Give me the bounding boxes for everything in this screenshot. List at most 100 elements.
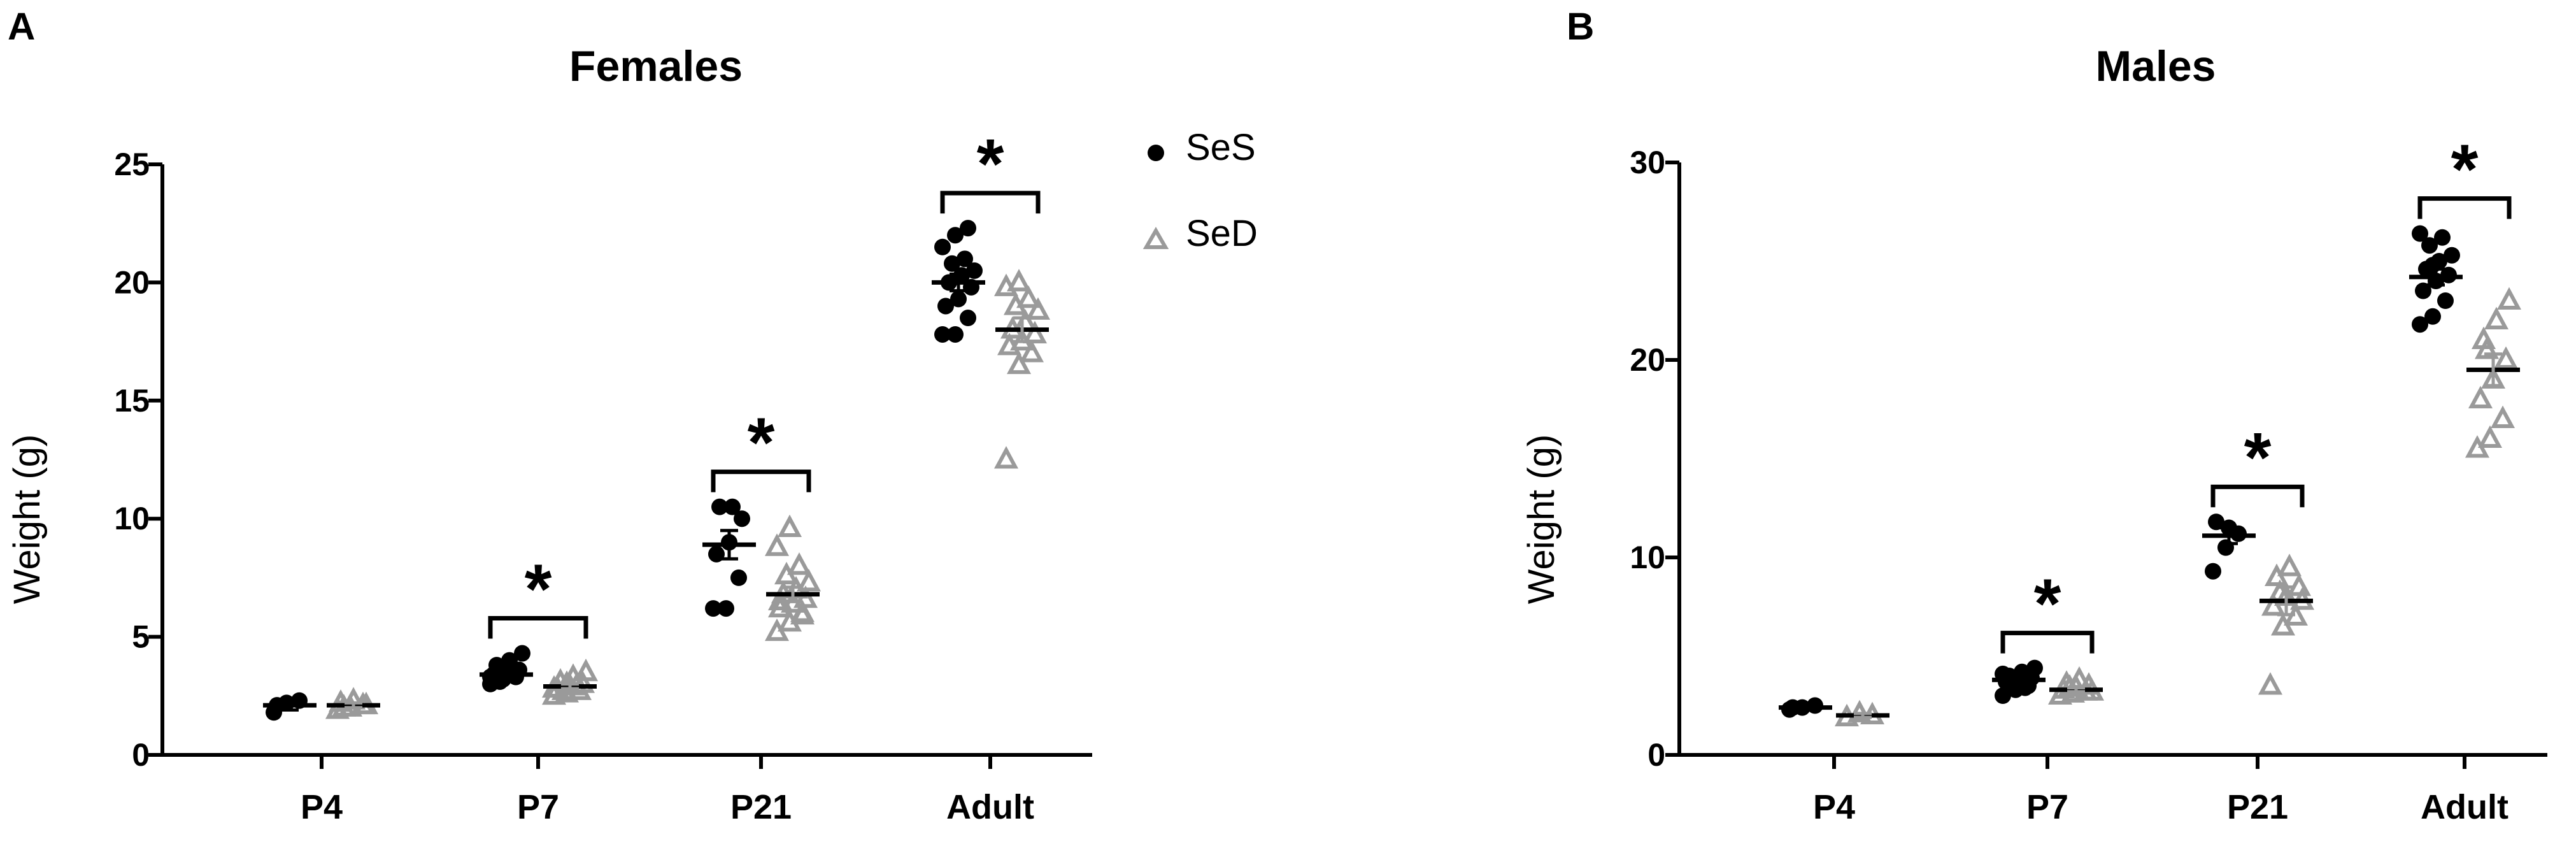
data-point-sed (790, 599, 815, 622)
data-point-sed (1025, 297, 1051, 320)
data-point-ses (957, 250, 973, 268)
data-point-ses (730, 569, 747, 586)
significance-star: * (525, 550, 552, 629)
data-point-ses (2424, 257, 2441, 274)
data-point-ses (482, 668, 499, 685)
data-point-sed (993, 446, 1019, 469)
y-tick-label: 5 (132, 619, 150, 655)
significance-bracket (711, 470, 811, 492)
significance-star: * (748, 404, 775, 482)
data-point-sed (2493, 346, 2519, 369)
data-point-ses (2205, 563, 2221, 580)
panel-b-y-axis-label: Weight (g) (1521, 434, 1562, 604)
panel-b-plot-area: 0 10 20 30 P4 P7 P21 Adult * * * (1630, 131, 2547, 826)
data-point-ses (2421, 237, 2438, 254)
data-point-sed (2474, 336, 2500, 359)
data-point-sed (2484, 306, 2509, 329)
panel-b-title: Males (2096, 42, 2216, 90)
data-point-ses (950, 290, 967, 308)
significance-star: * (2451, 131, 2479, 209)
significance-bracket (2000, 631, 2095, 654)
y-tick-label: 0 (132, 737, 150, 773)
data-point-sed (1019, 340, 1044, 362)
data-point-sed (1022, 320, 1048, 343)
data-point-sed (796, 568, 822, 592)
data-point-ses (1995, 687, 2011, 704)
data-point-ses (937, 298, 954, 315)
y-tick-label: 10 (1630, 540, 1665, 575)
data-point-ses (2412, 316, 2428, 333)
data-point-sed (1006, 269, 1032, 292)
panel-label-b: B (1567, 5, 1594, 48)
data-point-sed (2468, 385, 2493, 408)
legend-label-ses: SeS (1186, 127, 1256, 168)
data-point-sed (2496, 287, 2522, 310)
panel-b: B Males Weight (g) 0 10 20 30 P4 P7 P21 Adult * *… (1521, 5, 2547, 826)
panel-a: A Females Weight (g) 0 5 10 15 20 25 P4 P7 P21 Ad… (6, 5, 1092, 826)
data-point-sed (2258, 672, 2283, 695)
data-point-sed (2277, 554, 2302, 577)
significance-star: * (2034, 565, 2061, 643)
data-point-ses (724, 498, 741, 515)
data-point-sed (777, 514, 802, 538)
y-tick-label: 20 (1630, 342, 1665, 378)
data-point-ses (960, 220, 976, 237)
data-point-ses (960, 310, 976, 327)
legend-label-sed: SeD (1186, 213, 1258, 254)
data-point-ses (705, 600, 722, 617)
data-point-ses (2444, 247, 2460, 264)
significance-bracket (2210, 484, 2305, 508)
data-point-ses (2434, 229, 2451, 246)
legend: SeS SeD (1142, 127, 1258, 254)
x-tick-label: P7 (517, 788, 559, 826)
data-point-sed (2490, 405, 2516, 428)
y-tick-label: 0 (1647, 737, 1665, 773)
data-point-ses (934, 326, 951, 343)
data-point-ses (514, 645, 530, 662)
data-point-ses (711, 498, 728, 515)
data-point-ses (2217, 539, 2234, 556)
data-point-ses (2026, 659, 2043, 677)
y-tick-label: 20 (114, 264, 150, 300)
data-point-ses (734, 510, 750, 527)
data-point-ses (947, 326, 964, 343)
x-tick-label: Adult (2421, 788, 2508, 826)
panel-a-title: Females (569, 42, 743, 90)
y-tick-label: 10 (114, 501, 150, 536)
data-point-ses (2415, 282, 2431, 299)
significance-bracket (940, 190, 1041, 214)
x-tick-label: Adult (946, 788, 1034, 826)
data-point-ses (944, 255, 960, 272)
data-point-ses (718, 600, 734, 617)
data-point-ses (2208, 513, 2224, 531)
y-tick-label: 30 (1630, 145, 1665, 180)
significance-bracket (488, 616, 588, 639)
panel-label-a: A (8, 5, 35, 48)
data-point-sed (1016, 285, 1041, 308)
x-tick-label: P4 (1813, 788, 1855, 826)
y-tick-label: 25 (114, 147, 150, 182)
data-point-sed (573, 658, 599, 682)
x-tick-label: P4 (301, 788, 343, 826)
data-point-ses (947, 227, 964, 244)
x-tick-label: P21 (730, 788, 792, 826)
data-point-sed (1006, 351, 1032, 375)
panel-a-y-axis-label: Weight (g) (6, 434, 48, 604)
legend-marker-sed (1142, 226, 1169, 249)
data-point-ses (2412, 225, 2428, 242)
data-point-sed (764, 533, 790, 556)
data-point-ses (934, 238, 951, 255)
significance-star: * (977, 125, 1004, 203)
data-point-ses (2424, 308, 2441, 325)
legend-marker-ses (1148, 145, 1164, 161)
significance-star: * (2244, 419, 2272, 497)
data-point-ses (966, 262, 983, 279)
data-point-ses (2437, 292, 2454, 309)
panel-a-plot-area: 0 5 10 15 20 25 P4 P7 P21 Adult * * * (114, 125, 1092, 826)
data-point-sed (2477, 425, 2503, 448)
y-tick-label: 15 (114, 383, 150, 419)
significance-bracket (2417, 196, 2512, 219)
data-point-sed (786, 552, 812, 575)
x-tick-label: P7 (2026, 788, 2068, 826)
